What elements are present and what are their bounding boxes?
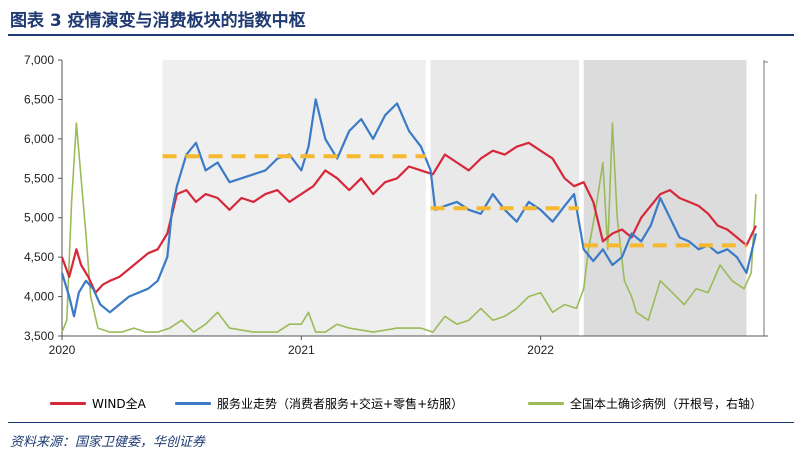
footer-divider	[8, 422, 794, 423]
chart-title: 图表 3 疫情演变与消费板块的指数中枢	[10, 11, 306, 31]
series-line-2	[60, 98, 758, 318]
legend-swatch-cases	[528, 402, 564, 405]
series-line-1	[60, 141, 757, 294]
series-group	[60, 98, 758, 333]
line-chart: 7,000 6,500 6,000 5,500 5,000 4,500 4,000 3,500…	[24, 53, 768, 357]
y-tick-label: 3,500	[24, 329, 54, 343]
y-tick-label: 6,000	[24, 132, 54, 146]
y-tick-label: 4,500	[24, 250, 54, 264]
chart-header: 图表 3 疫情演变与消费板块的指数中枢	[0, 0, 802, 36]
chart-legend: WIND全A 服务业走势（消费者服务+交运+零售+纺服） 全国本土确诊病例（开根…	[50, 394, 790, 414]
legend-swatch-services	[175, 402, 211, 405]
x-tick-label: 2021	[288, 343, 315, 357]
shaded-period-2	[430, 60, 579, 336]
x-tick-label: 2020	[49, 343, 76, 357]
shaded-periods	[162, 60, 747, 336]
y-tick-label: 6,500	[24, 92, 54, 106]
y-tick-label: 5,500	[24, 171, 54, 185]
legend-label-wind: WIND全A	[92, 397, 146, 411]
dashed-levels	[162, 154, 747, 248]
x-tick-label: 2022	[527, 343, 554, 357]
legend-swatch-wind	[50, 402, 86, 405]
axes: 7,000 6,500 6,000 5,500 5,000 4,500 4,000 3,500…	[24, 53, 768, 357]
y-tick-label: 7,000	[24, 53, 54, 67]
chart-area: 7,000 6,500 6,000 5,500 5,000 4,500 4,000 3,500…	[0, 38, 802, 378]
y-tick-label: 4,000	[24, 290, 54, 304]
legend-label-cases: 全国本土确诊病例（开根号，右轴）	[570, 397, 763, 411]
y-tick-label: 5,000	[24, 211, 54, 225]
legend-label-services: 服务业走势（消费者服务+交运+零售+纺服）	[217, 397, 464, 411]
series-line-3	[61, 122, 757, 333]
shaded-period-3	[583, 60, 747, 336]
title-divider	[8, 34, 794, 36]
source-note: 资料来源：国家卫健委，华创证券	[10, 435, 206, 450]
